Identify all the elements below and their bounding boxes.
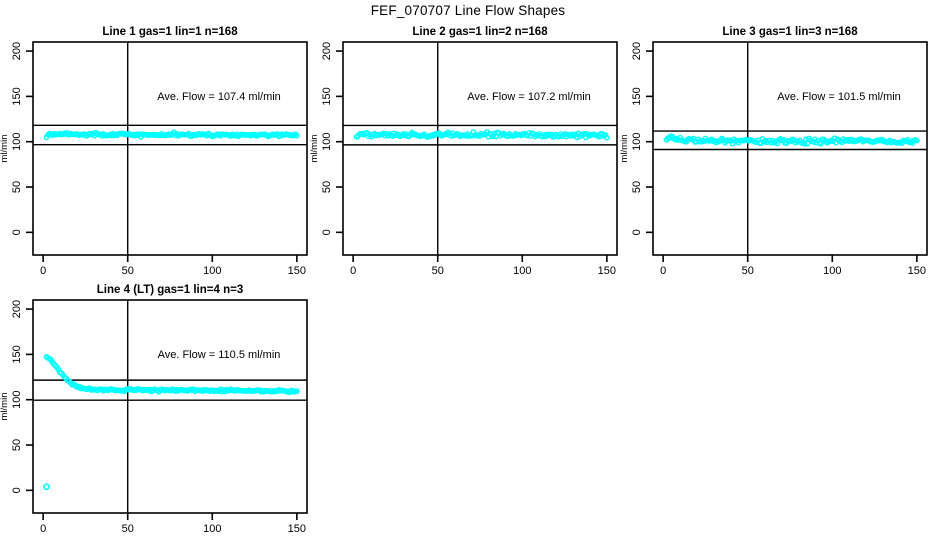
- data-point: [293, 388, 300, 395]
- y-tick-label: 0: [11, 229, 23, 235]
- y-tick-label: 100: [631, 133, 643, 151]
- data-point: [913, 137, 920, 144]
- y-tick-label: 0: [11, 487, 23, 493]
- x-tick-label: 0: [660, 265, 666, 277]
- x-tick-label: 150: [598, 265, 616, 277]
- x-tick-label: 50: [742, 265, 754, 277]
- panel-1: Line 1 gas=1 lin=1 n=168 0 50 100 150 0 50 100 1…: [0, 26, 308, 277]
- x-tick-label: 100: [823, 265, 841, 277]
- y-axis-label: ml/min: [619, 135, 630, 163]
- x-tick-label: 0: [40, 523, 46, 535]
- y-tick-label: 200: [631, 42, 643, 60]
- outlier-data-point: [43, 483, 50, 491]
- y-tick-label: 0: [631, 229, 643, 235]
- y-tick-label: 150: [11, 87, 23, 105]
- plot-box: [342, 41, 618, 256]
- data-point: [293, 132, 300, 139]
- plot-box: [32, 299, 308, 514]
- x-tick-label: 50: [122, 265, 134, 277]
- y-axis-label: ml/min: [309, 135, 320, 163]
- plot-box: [32, 41, 308, 256]
- y-tick-label: 150: [11, 345, 23, 363]
- x-tick-label: 100: [203, 265, 221, 277]
- y-tick-label: 150: [321, 87, 333, 105]
- y-tick-label: 100: [11, 391, 23, 409]
- panel-title: Line 4 (LT) gas=1 lin=4 n=3: [97, 284, 243, 296]
- y-tick-label: 100: [11, 133, 23, 151]
- y-axis-label: ml/min: [0, 393, 10, 421]
- avg-flow-annotation: Ave. Flow = 107.2 ml/min: [467, 91, 591, 103]
- x-tick-label: 50: [122, 523, 134, 535]
- y-tick-label: 200: [321, 42, 333, 60]
- panel-title: Line 2 gas=1 lin=2 n=168: [412, 26, 548, 38]
- data-point: [603, 134, 610, 141]
- x-tick-label: 100: [203, 523, 221, 535]
- plot-box: [652, 41, 928, 256]
- y-tick-label: 50: [321, 181, 333, 193]
- x-tick-label: 150: [288, 265, 306, 277]
- avg-flow-annotation: Ave. Flow = 101.5 ml/min: [777, 91, 901, 103]
- y-tick-label: 200: [11, 300, 23, 318]
- data-point: [804, 140, 811, 147]
- x-tick-label: 50: [432, 265, 444, 277]
- y-axis-label: ml/min: [0, 135, 10, 163]
- y-tick-label: 200: [11, 42, 23, 60]
- panel-title: Line 1 gas=1 lin=1 n=168: [102, 26, 238, 38]
- y-tick-label: 150: [631, 87, 643, 105]
- y-tick-label: 50: [631, 181, 643, 193]
- panel-3: Line 3 gas=1 lin=3 n=168 0 50 100 150 0 50 100 1…: [619, 26, 928, 277]
- x-tick-label: 0: [350, 265, 356, 277]
- x-tick-label: 150: [288, 523, 306, 535]
- panel-2: Line 2 gas=1 lin=2 n=168 0 50 100 150 0 50 100 1…: [309, 26, 618, 277]
- y-tick-label: 0: [321, 229, 333, 235]
- x-tick-label: 100: [513, 265, 531, 277]
- avg-flow-annotation: Ave. Flow = 110.5 ml/min: [158, 349, 281, 361]
- x-tick-label: 150: [908, 265, 926, 277]
- x-tick-label: 0: [40, 265, 46, 277]
- panel-4: Line 4 (LT) gas=1 lin=4 n=3 0 50 100 150 0 50 1…: [0, 284, 308, 535]
- avg-flow-annotation: Ave. Flow = 107.4 ml/min: [157, 91, 281, 103]
- main-title: FEF_070707 Line Flow Shapes: [370, 3, 566, 18]
- panel-title: Line 3 gas=1 lin=3 n=168: [722, 26, 858, 38]
- y-tick-label: 50: [11, 439, 23, 451]
- y-tick-label: 100: [321, 133, 333, 151]
- y-tick-label: 50: [11, 181, 23, 193]
